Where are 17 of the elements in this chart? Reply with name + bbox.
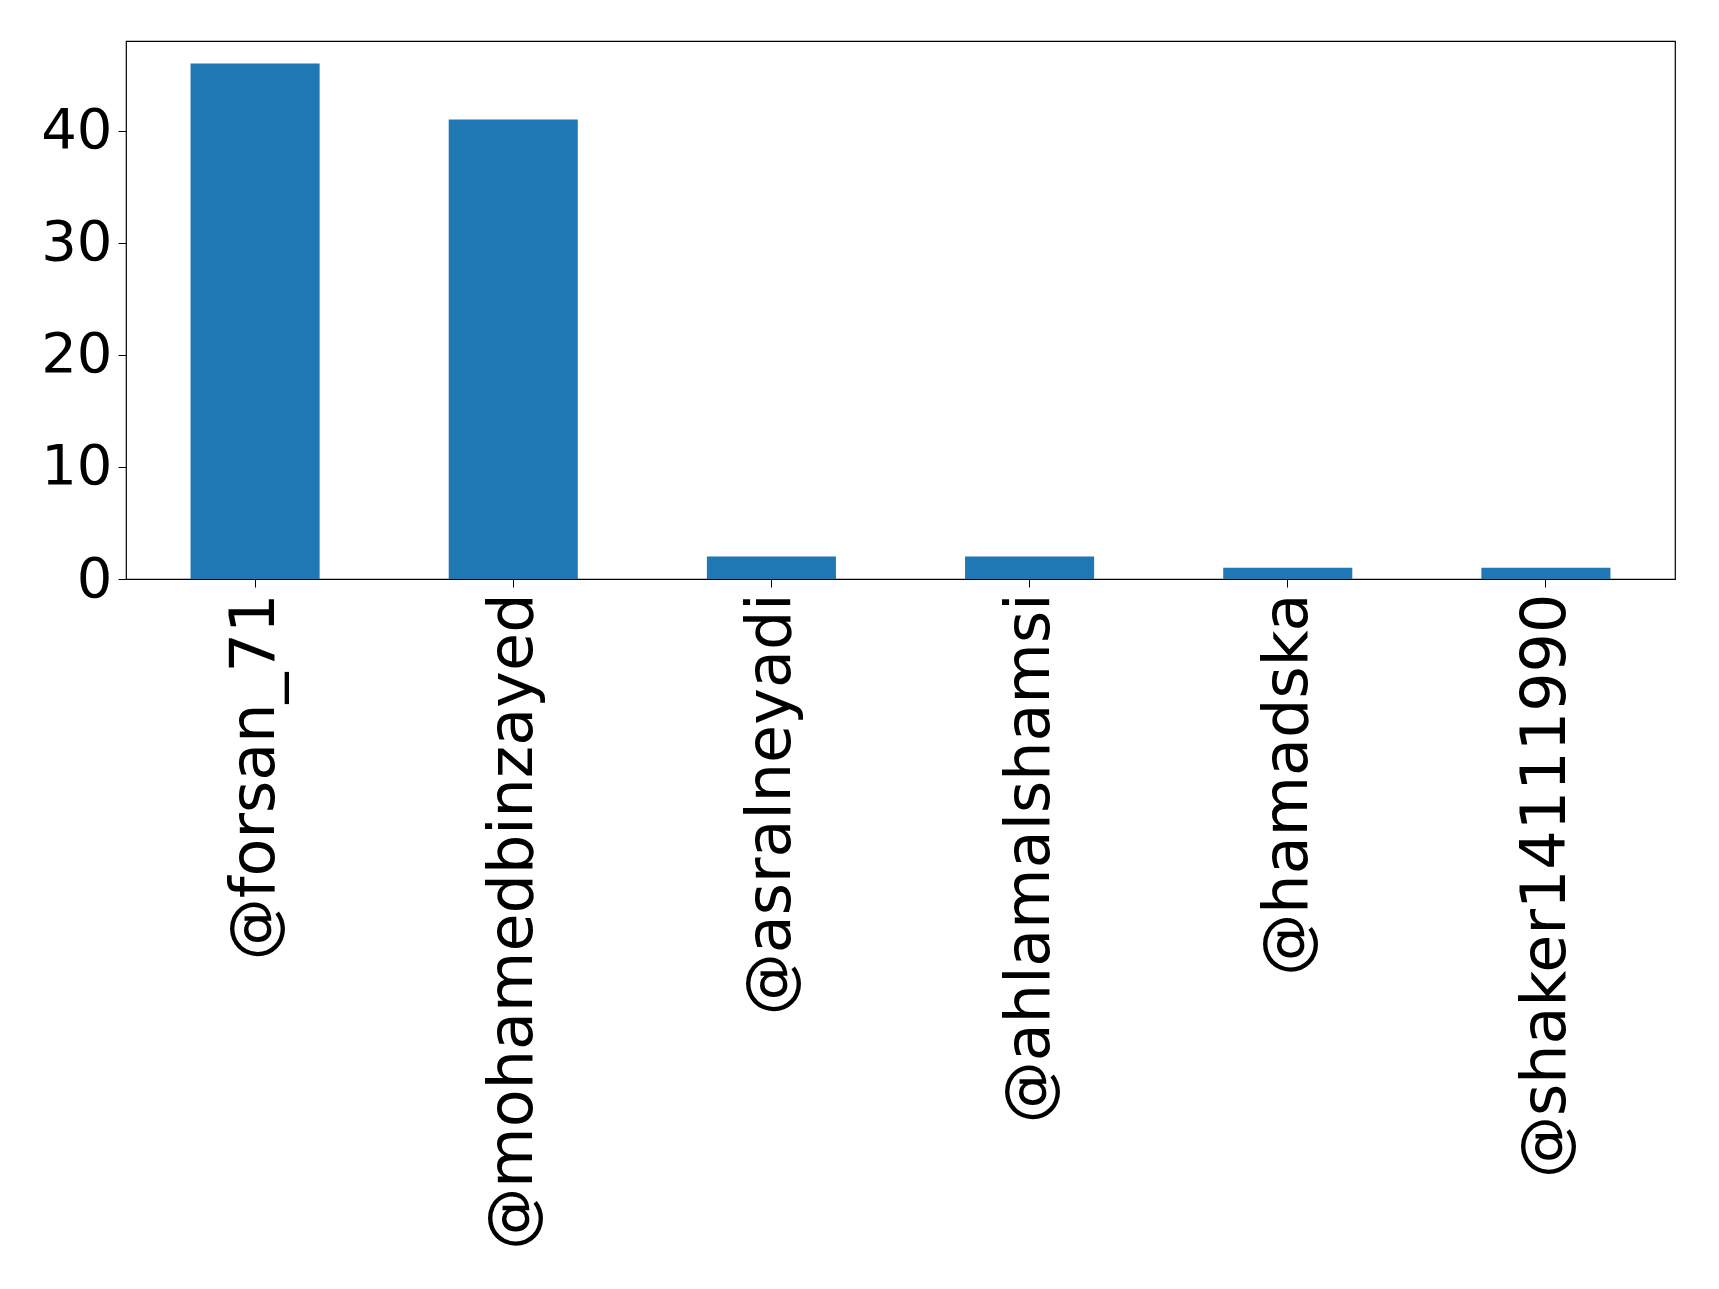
bar (448, 119, 578, 579)
bar (706, 556, 836, 579)
x-tick-label: @mohamedbinzayed (474, 593, 548, 1250)
y-tick-label: 0 (76, 544, 113, 610)
y-tick-label: 10 (41, 432, 113, 498)
x-tick-label: @shaker14111990 (1506, 593, 1580, 1178)
y-tick-label: 30 (41, 208, 113, 274)
y-tick-label: 20 (41, 320, 113, 386)
bar (190, 63, 320, 579)
bar (965, 556, 1095, 579)
x-tick-label: @ahlamalshamsi (990, 593, 1064, 1124)
y-tick-label: 40 (41, 96, 113, 162)
bar (1223, 567, 1353, 579)
bar (1481, 567, 1611, 579)
x-tick-label: @hamadska (1248, 593, 1322, 976)
x-tick-label: @forsan_71 (216, 593, 290, 961)
x-tick-label: @asralneyadi (732, 593, 806, 1016)
